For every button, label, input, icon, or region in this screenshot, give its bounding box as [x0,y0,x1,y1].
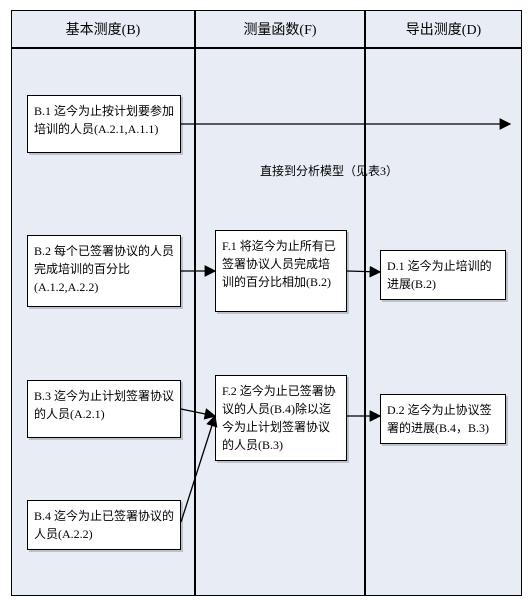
node-b2: B.2 每个已签署协议的人员完成培训的百分比(A.1.2,A.2.2) [27,235,181,307]
node-b3: B.3 迄今为止计划签署协议的人员(A.2.1) [27,380,181,438]
node-d1: D.1 迄今为止培训的进展(B.2) [380,250,506,300]
node-d2: D.2 迄今为止协议签署的进展(B.4，B.3) [380,394,506,444]
arrow-label: 直接到分析模型（见表3） [260,162,398,179]
node-b4: B.4 迄今为止已签署协议的人员(A.2.2) [27,500,181,550]
col-header-F: 测量函数(F) [195,10,365,48]
col-header-B: 基本测度(B) [11,10,195,48]
node-b1: B.1 迄今为止按计划要参加培训的人员(A.2.1,A.1.1) [27,95,181,153]
col-body-F [195,48,365,596]
node-f2: F.2 迄今为止已签署协议的人员(B.4)除以迄今为止计划签署协议的人员(B.3… [215,375,347,461]
node-f1: F.1 将迄今为止所有已签署协议人员完成培训的百分比相加(B.2) [215,230,347,312]
col-header-D: 导出测度(D) [365,10,522,48]
col-body-D [365,48,522,596]
